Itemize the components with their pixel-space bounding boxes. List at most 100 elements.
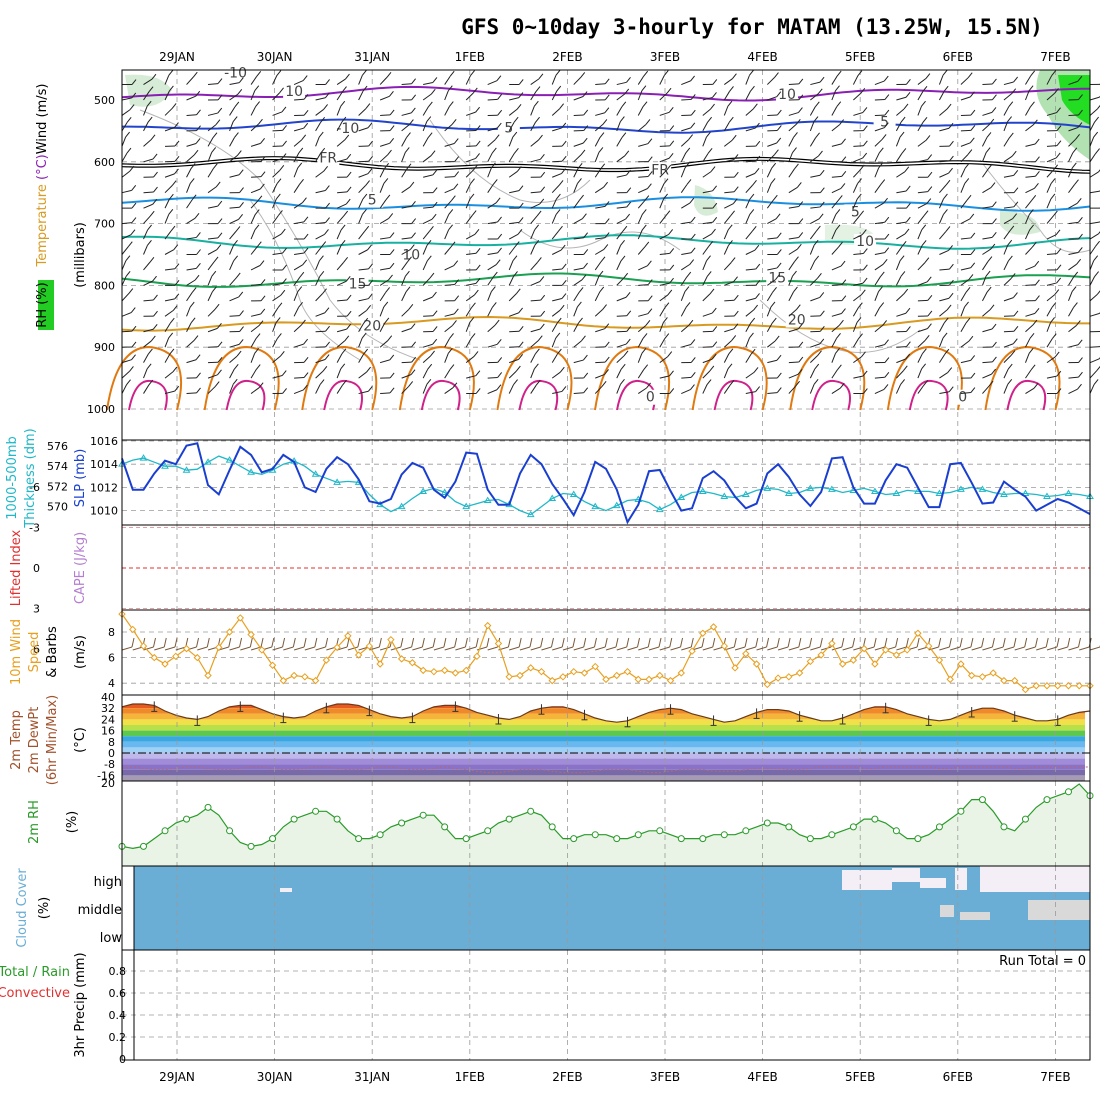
- wind-barb-flag: [1056, 125, 1062, 131]
- wind-barb: [573, 77, 582, 85]
- wind-barb-flag: [555, 209, 561, 215]
- wind-barb-flag: [196, 109, 201, 116]
- wind-barb-flag: [642, 101, 648, 107]
- wind-barb: [960, 237, 971, 240]
- wind-barb: [702, 153, 709, 163]
- wind-barb: [186, 199, 193, 209]
- wind-barb: [315, 276, 321, 286]
- wind-barb-flag: [239, 310, 244, 316]
- rh-line: [121, 783, 1091, 850]
- wind-barb: [164, 310, 174, 317]
- wind-barb: [294, 252, 305, 255]
- wind10m-marker: [580, 669, 589, 677]
- wind-barb: [379, 218, 389, 225]
- wind-barb-flag: [599, 132, 605, 138]
- wind-barb-flag: [318, 131, 324, 138]
- wind-barb-flag: [324, 229, 329, 235]
- wind10m-barb-flag: [1067, 637, 1071, 648]
- wind-barb-flag: [1007, 363, 1013, 370]
- wind-barb-flag: [324, 354, 330, 360]
- wind-barb: [121, 260, 127, 271]
- wind-barb: [573, 142, 584, 147]
- wind-barb-flag: [839, 319, 844, 326]
- wind-barb-flag: [194, 212, 200, 219]
- wind-barb-flag: [899, 255, 905, 261]
- wind-barb: [551, 337, 557, 348]
- wind-barb-flag: [604, 107, 610, 114]
- wind-barb: [315, 293, 323, 302]
- wind-barb: [960, 267, 971, 271]
- wind-barb: [1003, 218, 1013, 225]
- wind-ylabel-speed-part: Speed: [27, 632, 42, 673]
- wind-barb: [530, 328, 541, 333]
- wind-barb: [745, 75, 750, 85]
- wind-barb-flag: [405, 270, 410, 277]
- wind-barb-flag: [303, 338, 308, 345]
- wind-barb: [552, 160, 563, 163]
- wind-barb: [1089, 276, 1096, 286]
- wind-barb: [1089, 245, 1097, 255]
- bottom-date-label: 6FEB: [943, 1070, 973, 1084]
- wind-barb: [1089, 312, 1100, 317]
- wind-barb-flag: [969, 213, 975, 220]
- wind-barb: [917, 328, 928, 333]
- wind-barb: [917, 353, 923, 363]
- wind-barb-flag: [776, 125, 782, 131]
- wind-barb: [874, 252, 885, 255]
- wind10m-marker: [774, 674, 782, 682]
- wind-barb-flag: [730, 210, 735, 217]
- wind-barb-flag: [411, 232, 416, 239]
- wind-barb: [702, 260, 708, 271]
- wind-barb-flag: [669, 370, 674, 377]
- rh-marker: [656, 827, 664, 835]
- wind-barb-flag: [492, 179, 498, 185]
- wind-barb-flag: [1073, 271, 1079, 278]
- wind-barb-flag: [947, 367, 953, 373]
- wind10m-marker: [742, 650, 750, 658]
- wind-barb-flag: [131, 354, 136, 361]
- wind-barb: [358, 371, 367, 379]
- wind-barb-flag: [1095, 240, 1100, 247]
- wind-barb-flag: [363, 348, 369, 355]
- wind-barb: [960, 306, 966, 317]
- wind-barb: [1046, 282, 1057, 286]
- wind-barb-flag: [970, 355, 976, 361]
- wind-barb-flag: [900, 271, 906, 277]
- thickness-marker: [204, 458, 212, 465]
- wind-barb-flag: [708, 241, 714, 247]
- wind-barb: [530, 368, 535, 379]
- wind-barb: [379, 306, 385, 317]
- upper-ylabel-unit-part: (millibars): [73, 222, 88, 288]
- wind-barb: [422, 260, 428, 271]
- wind-barb-flag: [196, 249, 201, 255]
- wind-barb: [917, 159, 928, 163]
- wind10m-barb: [304, 646, 315, 651]
- wind-barb-flag: [411, 356, 417, 363]
- wind-barb-flag: [1056, 107, 1061, 113]
- wind-barb: [1089, 346, 1100, 348]
- wind-barb: [250, 188, 261, 194]
- wind-barb-flag: [389, 138, 395, 144]
- wind-barb-flag: [1054, 88, 1059, 94]
- wind-barb: [594, 275, 600, 286]
- rh-contour: [979, 159, 1091, 253]
- wind-barb-flag: [411, 341, 417, 348]
- wind-barb: [552, 127, 562, 132]
- wind-barb-flag: [387, 149, 392, 156]
- wind-barb-flag: [238, 169, 244, 176]
- wind-barb-flag: [539, 323, 545, 330]
- contour-label-bg: [283, 83, 306, 99]
- wind-barb: [809, 106, 816, 116]
- isotherm-loop: [886, 346, 963, 411]
- wind-barb: [917, 385, 925, 394]
- wind-barb: [659, 145, 670, 147]
- wind10m-marker: [451, 669, 460, 677]
- wind-barb: [315, 136, 320, 147]
- wind10m-barb: [240, 646, 251, 651]
- wind-barb: [444, 75, 451, 85]
- wind-barb-flag: [797, 368, 803, 375]
- wind-barb: [164, 108, 173, 116]
- wind-barb-flag: [602, 304, 607, 310]
- wind-barb-flag: [490, 162, 496, 169]
- wind-barb-flag: [152, 198, 158, 205]
